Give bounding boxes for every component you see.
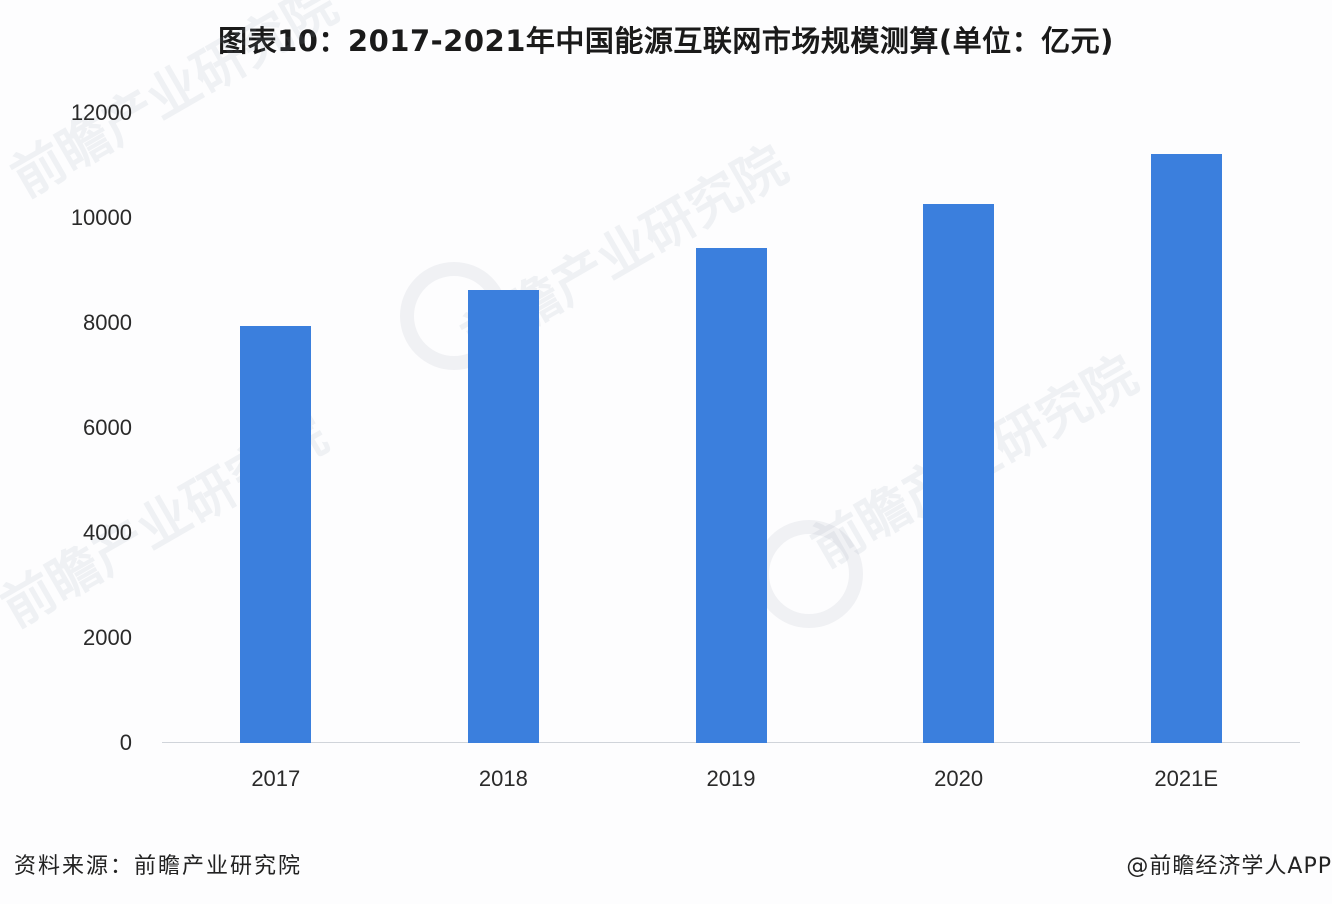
y-tick-label: 0 — [119, 730, 132, 755]
bar-2019 — [695, 247, 767, 743]
chart-title: 图表10：2017-2021年中国能源互联网市场规模测算(单位：亿元) — [218, 24, 1114, 58]
x-tick-label: 2019 — [706, 766, 756, 791]
y-tick-label: 12000 — [70, 100, 132, 125]
bar-2021E — [1150, 153, 1222, 743]
credit-note: @前瞻经济学人APP — [1126, 854, 1332, 879]
bar-2017 — [240, 326, 312, 743]
y-tick-label: 2000 — [83, 625, 132, 650]
x-tick-label: 2017 — [251, 766, 301, 791]
bar-2018 — [467, 289, 539, 743]
x-tick-label: 2020 — [934, 766, 984, 791]
y-tick-label: 6000 — [83, 415, 132, 440]
y-tick-label: 10000 — [70, 205, 132, 230]
y-tick-label: 4000 — [83, 520, 132, 545]
bar-2020 — [923, 203, 995, 743]
watermark-logo-icon — [755, 520, 863, 628]
x-tick-label: 2018 — [478, 766, 528, 791]
x-tick-label: 2021E — [1154, 766, 1218, 791]
source-note: 资料来源：前瞻产业研究院 — [14, 854, 303, 879]
y-tick-label: 8000 — [83, 310, 132, 335]
